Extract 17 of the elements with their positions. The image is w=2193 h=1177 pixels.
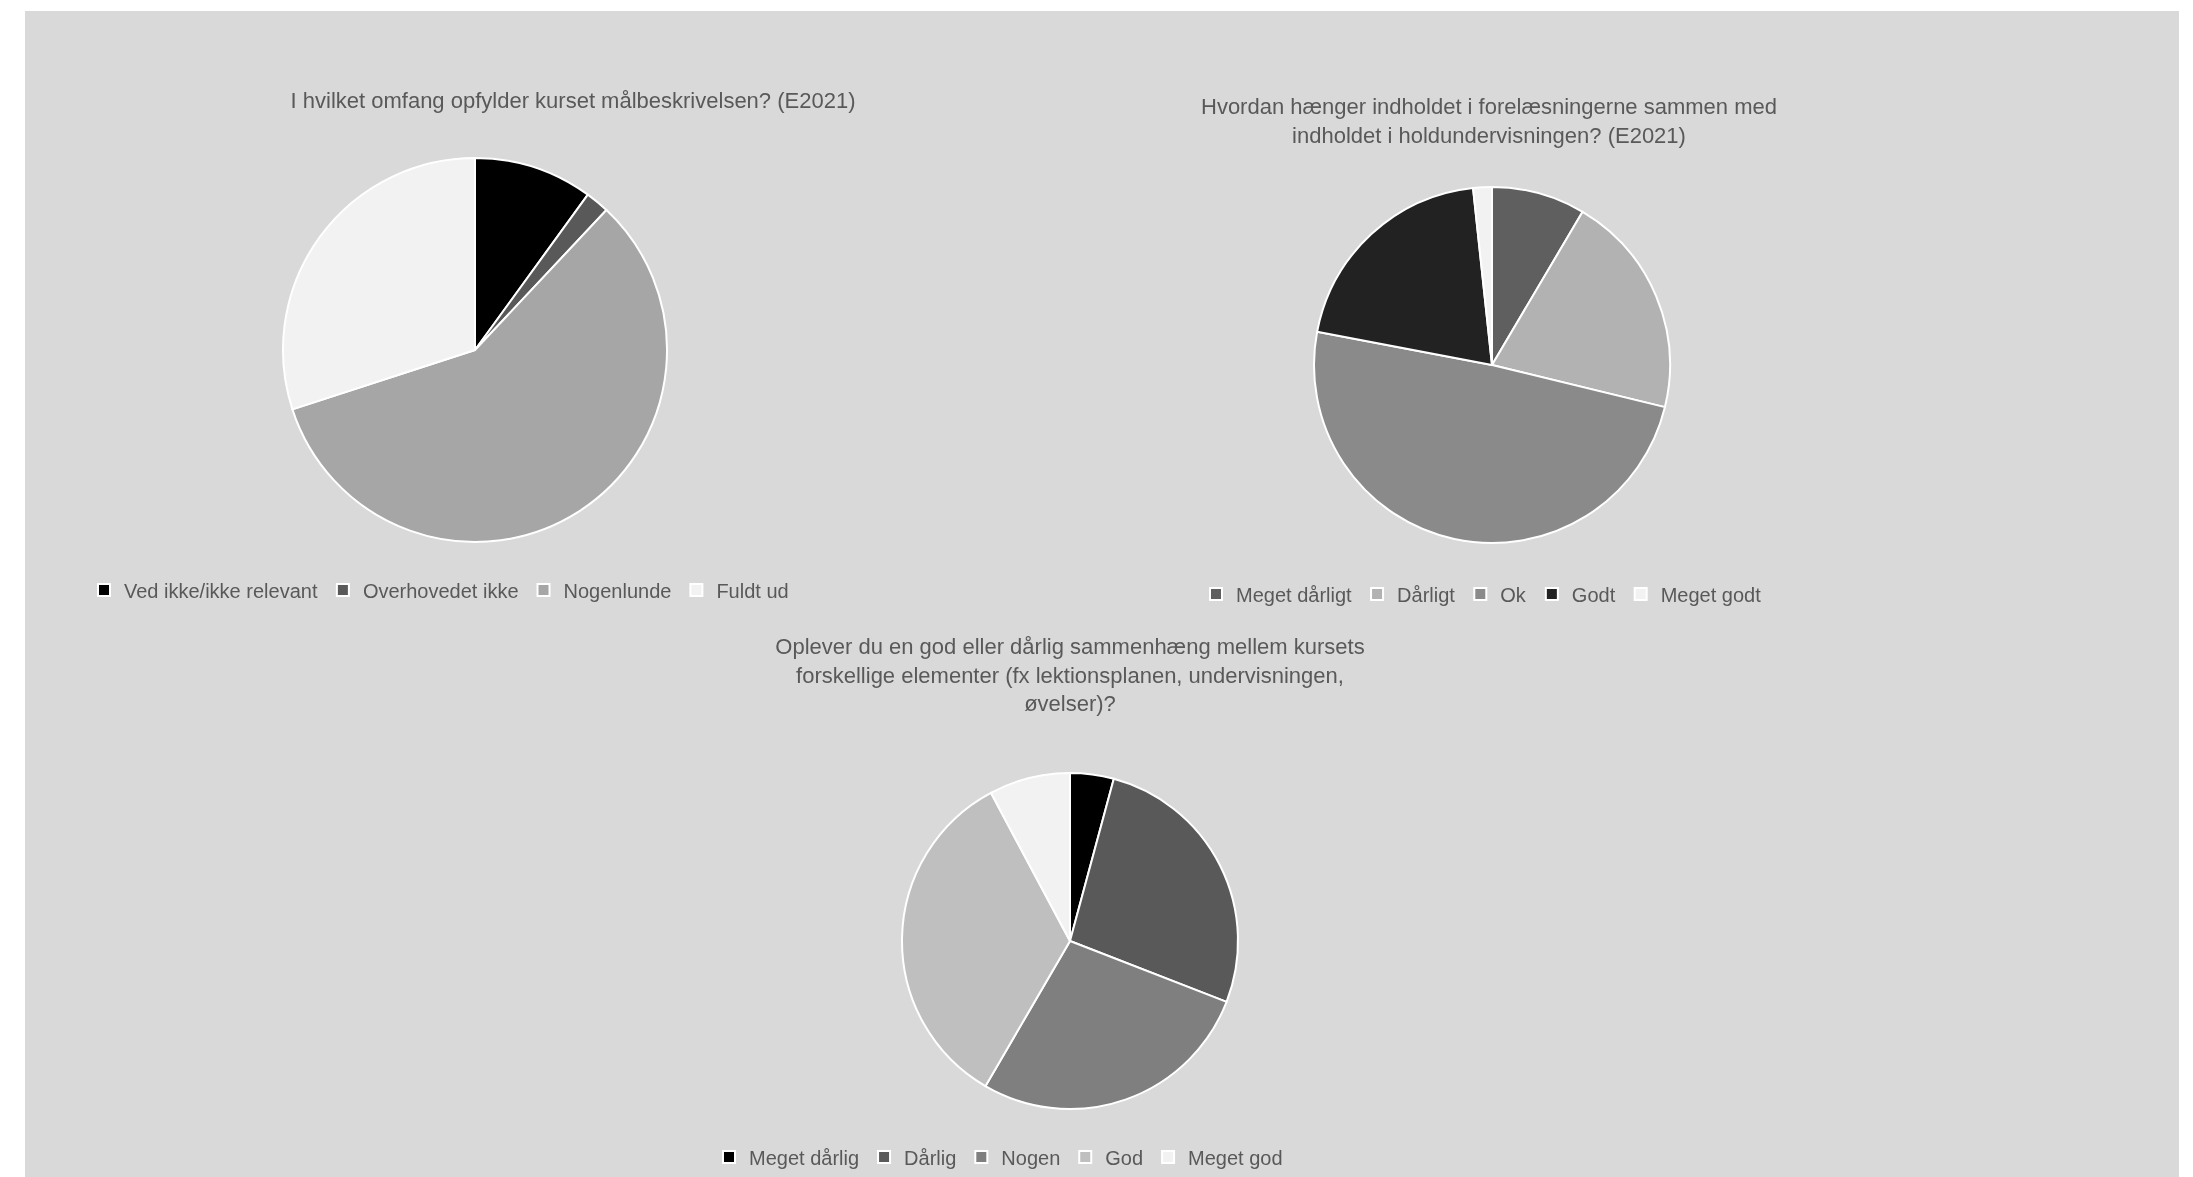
legend-label: Dårligt xyxy=(1397,583,1456,606)
chart-title: Oplever du en god eller dårlig sammenhæng mellem kursets forskellige elementer (fx lektionsplanen, undervisningen, øvelser)? xyxy=(775,634,1365,717)
legend-label: Fuldt ud xyxy=(716,579,789,602)
legend-label: Meget dårligt xyxy=(1236,583,1353,606)
legend-label: Godt xyxy=(1571,583,1616,606)
legend-label: Ok xyxy=(1500,583,1527,606)
legend-label: Nogenlunde xyxy=(563,579,672,602)
legend-label: Meget dårlig xyxy=(749,1146,860,1169)
legend-label: God xyxy=(1105,1146,1144,1169)
chart-title: Hvordan hænger indholdet i forelæsningerne sammen med indholdet i holdundervisningen? (E2021) xyxy=(1201,94,1777,148)
legend-label: Nogen xyxy=(1001,1146,1061,1169)
legend-label: Dårlig xyxy=(904,1146,957,1169)
chart-title: I hvilket omfang opfylder kurset målbeskrivelsen? (E2021) xyxy=(290,88,856,114)
legend-label: Overhovedet ikke xyxy=(362,579,519,602)
legend-label: Meget godt xyxy=(1660,583,1762,606)
legend-label: Meget god xyxy=(1188,1146,1283,1169)
legend-label: Ved ikke/ikke relevant xyxy=(124,579,318,602)
